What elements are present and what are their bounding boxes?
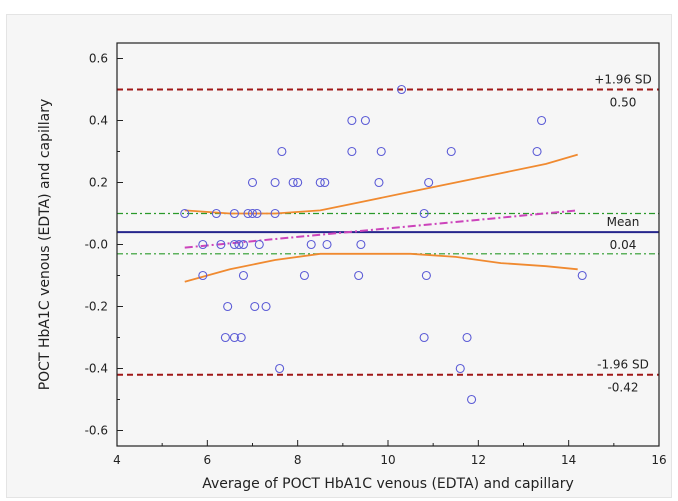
- data-point: [396, 84, 407, 95]
- data-point: [374, 177, 384, 188]
- upper-loa-label: +1.96 SD: [594, 73, 651, 87]
- data-point: [462, 332, 472, 343]
- data-point: [306, 239, 316, 250]
- data-point: [223, 301, 233, 312]
- data-point: [354, 270, 364, 281]
- x-tick-label: 4: [113, 453, 121, 467]
- plot-area: [116, 42, 660, 447]
- data-point: [198, 270, 208, 281]
- regression-line: [184, 209, 578, 249]
- data-point: [421, 270, 431, 281]
- data-point: [467, 394, 477, 405]
- x-axis-title: Average of POCT HbA1C venous (EDTA) and …: [202, 476, 574, 492]
- data-point: [180, 208, 190, 219]
- data-point: [356, 239, 366, 250]
- data-point: [238, 239, 249, 250]
- data-point: [577, 270, 587, 281]
- data-point: [261, 301, 271, 312]
- confidence-curves: [184, 153, 578, 283]
- data-point: [243, 208, 253, 219]
- x-tick-label: 8: [294, 453, 302, 467]
- data-point: [532, 146, 542, 157]
- y-tick-label: -0.2: [85, 300, 108, 314]
- data-point: [446, 146, 456, 157]
- data-point: [277, 146, 287, 157]
- data-point: [270, 208, 280, 219]
- data-point: [455, 363, 465, 374]
- data-point: [254, 239, 264, 250]
- mean-value: 0.04: [610, 238, 637, 252]
- data-point: [198, 239, 208, 250]
- y-tick-label: -0.6: [85, 424, 108, 438]
- data-point: [220, 332, 230, 343]
- upper-loa-value: 0.50: [610, 96, 637, 110]
- data-point: [299, 270, 309, 281]
- x-tick-label: 14: [561, 453, 576, 467]
- x-tick-label: 12: [471, 453, 486, 467]
- data-point: [247, 177, 258, 188]
- data-point: [234, 239, 244, 250]
- data-points: [180, 84, 587, 405]
- data-point: [216, 239, 226, 250]
- data-point: [236, 332, 246, 343]
- data-point: [376, 146, 386, 157]
- reference-lines: [117, 88, 659, 376]
- data-point: [347, 115, 357, 126]
- data-point: [247, 208, 258, 219]
- confidence-curve-lower: [184, 252, 578, 283]
- data-point: [322, 239, 332, 250]
- data-point: [315, 177, 325, 188]
- data-point: [347, 146, 357, 157]
- data-point: [419, 208, 429, 219]
- lower-loa-label: -1.96 SD: [597, 358, 649, 372]
- x-tick-label: 10: [380, 453, 395, 467]
- x-tick-label: 16: [651, 453, 666, 467]
- y-axis-title: POCT HbA1C venous (EDTA) and capillary: [37, 99, 53, 391]
- data-point: [229, 208, 239, 219]
- lower-loa-value: -0.42: [607, 381, 638, 395]
- data-point: [424, 177, 434, 188]
- data-point: [229, 239, 239, 250]
- y-tick-label: -0.0: [85, 238, 108, 252]
- y-tick-label: 0.6: [89, 52, 108, 66]
- data-point: [419, 332, 429, 343]
- data-point: [360, 115, 370, 126]
- data-point: [320, 177, 330, 188]
- y-tick-label: 0.2: [89, 176, 108, 190]
- confidence-curve-upper: [184, 153, 578, 215]
- data-point: [270, 177, 280, 188]
- reference-annotations: +1.96 SD 0.50 Mean 0.04 -1.96 SD -0.42: [594, 73, 651, 395]
- data-point: [275, 363, 285, 374]
- data-point: [288, 177, 298, 188]
- data-point: [238, 270, 249, 281]
- data-point: [252, 208, 262, 219]
- data-point: [537, 115, 547, 126]
- mean-label: Mean: [607, 215, 640, 229]
- y-tick-label: 0.4: [89, 114, 108, 128]
- data-point: [211, 208, 221, 219]
- data-point: [229, 332, 239, 343]
- y-tick-label: -0.4: [85, 362, 108, 376]
- data-point: [293, 177, 303, 188]
- data-point: [250, 301, 260, 312]
- axis-ticks: 4 6 8 10 12 14 16 0.6 0.4 0.2 -0.0 -0.2 -0.4 -0.6: [85, 52, 667, 468]
- x-tick-label: 6: [204, 453, 212, 467]
